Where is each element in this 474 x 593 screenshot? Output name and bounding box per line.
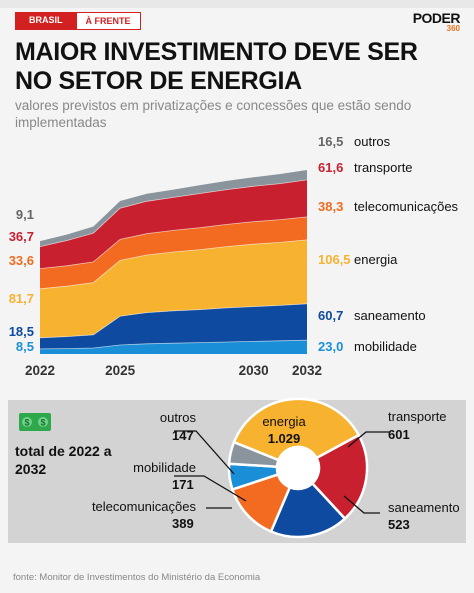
leader-line-mobilidade [174, 475, 247, 502]
page-title: MAIOR INVESTIMENTO DEVE SER NO SETOR DE … [15, 38, 418, 95]
pie-name-energia: energia [262, 414, 306, 429]
svg-text:$: $ [40, 418, 45, 428]
section-tags: BRASIL À FRENTE [15, 12, 141, 30]
series-name-saneamento: saneamento [354, 308, 426, 323]
area-transporte [40, 179, 307, 269]
area-outros [40, 170, 307, 247]
end-value-telecomunicacoes: 38,3 [318, 199, 343, 214]
pie-value-telecomunicacoes: 389 [172, 516, 194, 531]
area-mobilidade [40, 340, 307, 354]
top-strip [0, 0, 474, 8]
logo-main-text: PODER [412, 10, 461, 26]
x-tick-2030: 2030 [239, 363, 269, 378]
start-label-energia: 81,7 [9, 291, 34, 306]
series-name-mobilidade: mobilidade [354, 339, 417, 354]
area-saneamento [40, 303, 307, 349]
end-value-outros: 16,5 [318, 134, 343, 149]
pie-name-outros: outros [160, 410, 197, 425]
pie-value-energia: 1.029 [268, 431, 301, 446]
x-tick-2025: 2025 [105, 363, 136, 378]
area-separator-mobilidade [39, 339, 308, 350]
leader-line-saneamento [343, 495, 380, 514]
leader-line-outros [174, 430, 235, 475]
pie-name-saneamento: saneamento [388, 500, 460, 515]
start-label-saneamento: 18,5 [9, 324, 34, 339]
series-name-outros: outros [354, 134, 391, 149]
pie-name-mobilidade: mobilidade [133, 460, 196, 475]
start-label-outros: 9,1 [16, 207, 34, 222]
pie-name-transporte: transporte [388, 409, 447, 424]
x-tick-2022: 2022 [25, 363, 55, 378]
leader-line-transporte [347, 431, 390, 448]
end-value-mobilidade: 23,0 [318, 339, 343, 354]
slice-energia [232, 397, 361, 462]
series-name-transporte: transporte [354, 160, 413, 175]
area-separator-telecomunicacoes [39, 216, 308, 269]
money-icon: $ $ [19, 413, 51, 431]
end-value-energia: 106,5 [318, 252, 351, 267]
area-separator-transporte [39, 179, 308, 247]
source-note: fonte: Monitor de Investimentos do Minis… [13, 572, 261, 583]
pie-value-mobilidade: 171 [172, 477, 194, 492]
slice-outros [227, 440, 281, 469]
pie-name-telecomunicacoes: telecomunicações [92, 499, 197, 514]
donut-hole [277, 447, 319, 489]
end-value-saneamento: 60,7 [318, 308, 343, 323]
series-name-telecomunicacoes: telecomunicações [354, 199, 459, 214]
pie-value-transporte: 601 [388, 427, 410, 442]
svg-text:$: $ [24, 418, 29, 428]
end-value-transporte: 61,6 [318, 160, 343, 175]
area-separator-saneamento [39, 303, 308, 339]
pie-value-outros: 147 [172, 428, 194, 443]
start-label-transporte: 36,7 [9, 229, 34, 244]
tag-a-frente[interactable]: À FRENTE [76, 12, 141, 30]
total-label: total de 2022 a 2032 [15, 443, 112, 477]
poder360-logo[interactable]: PODER 360 [412, 10, 461, 33]
start-label-mobilidade: 8,5 [16, 339, 34, 354]
x-tick-2032: 2032 [292, 363, 322, 378]
start-label-telecomunicacoes: 33,6 [9, 253, 34, 268]
logo-sub-text: 360 [446, 24, 460, 33]
series-name-energia: energia [354, 252, 398, 267]
area-separator-energia [39, 239, 308, 290]
area-energia [40, 239, 307, 338]
tag-brasil[interactable]: BRASIL [15, 12, 77, 30]
page-subtitle: valores previstos em privatizações e con… [15, 98, 412, 130]
area-telecomunicacoes [40, 216, 307, 289]
pie-value-saneamento: 523 [388, 517, 410, 532]
